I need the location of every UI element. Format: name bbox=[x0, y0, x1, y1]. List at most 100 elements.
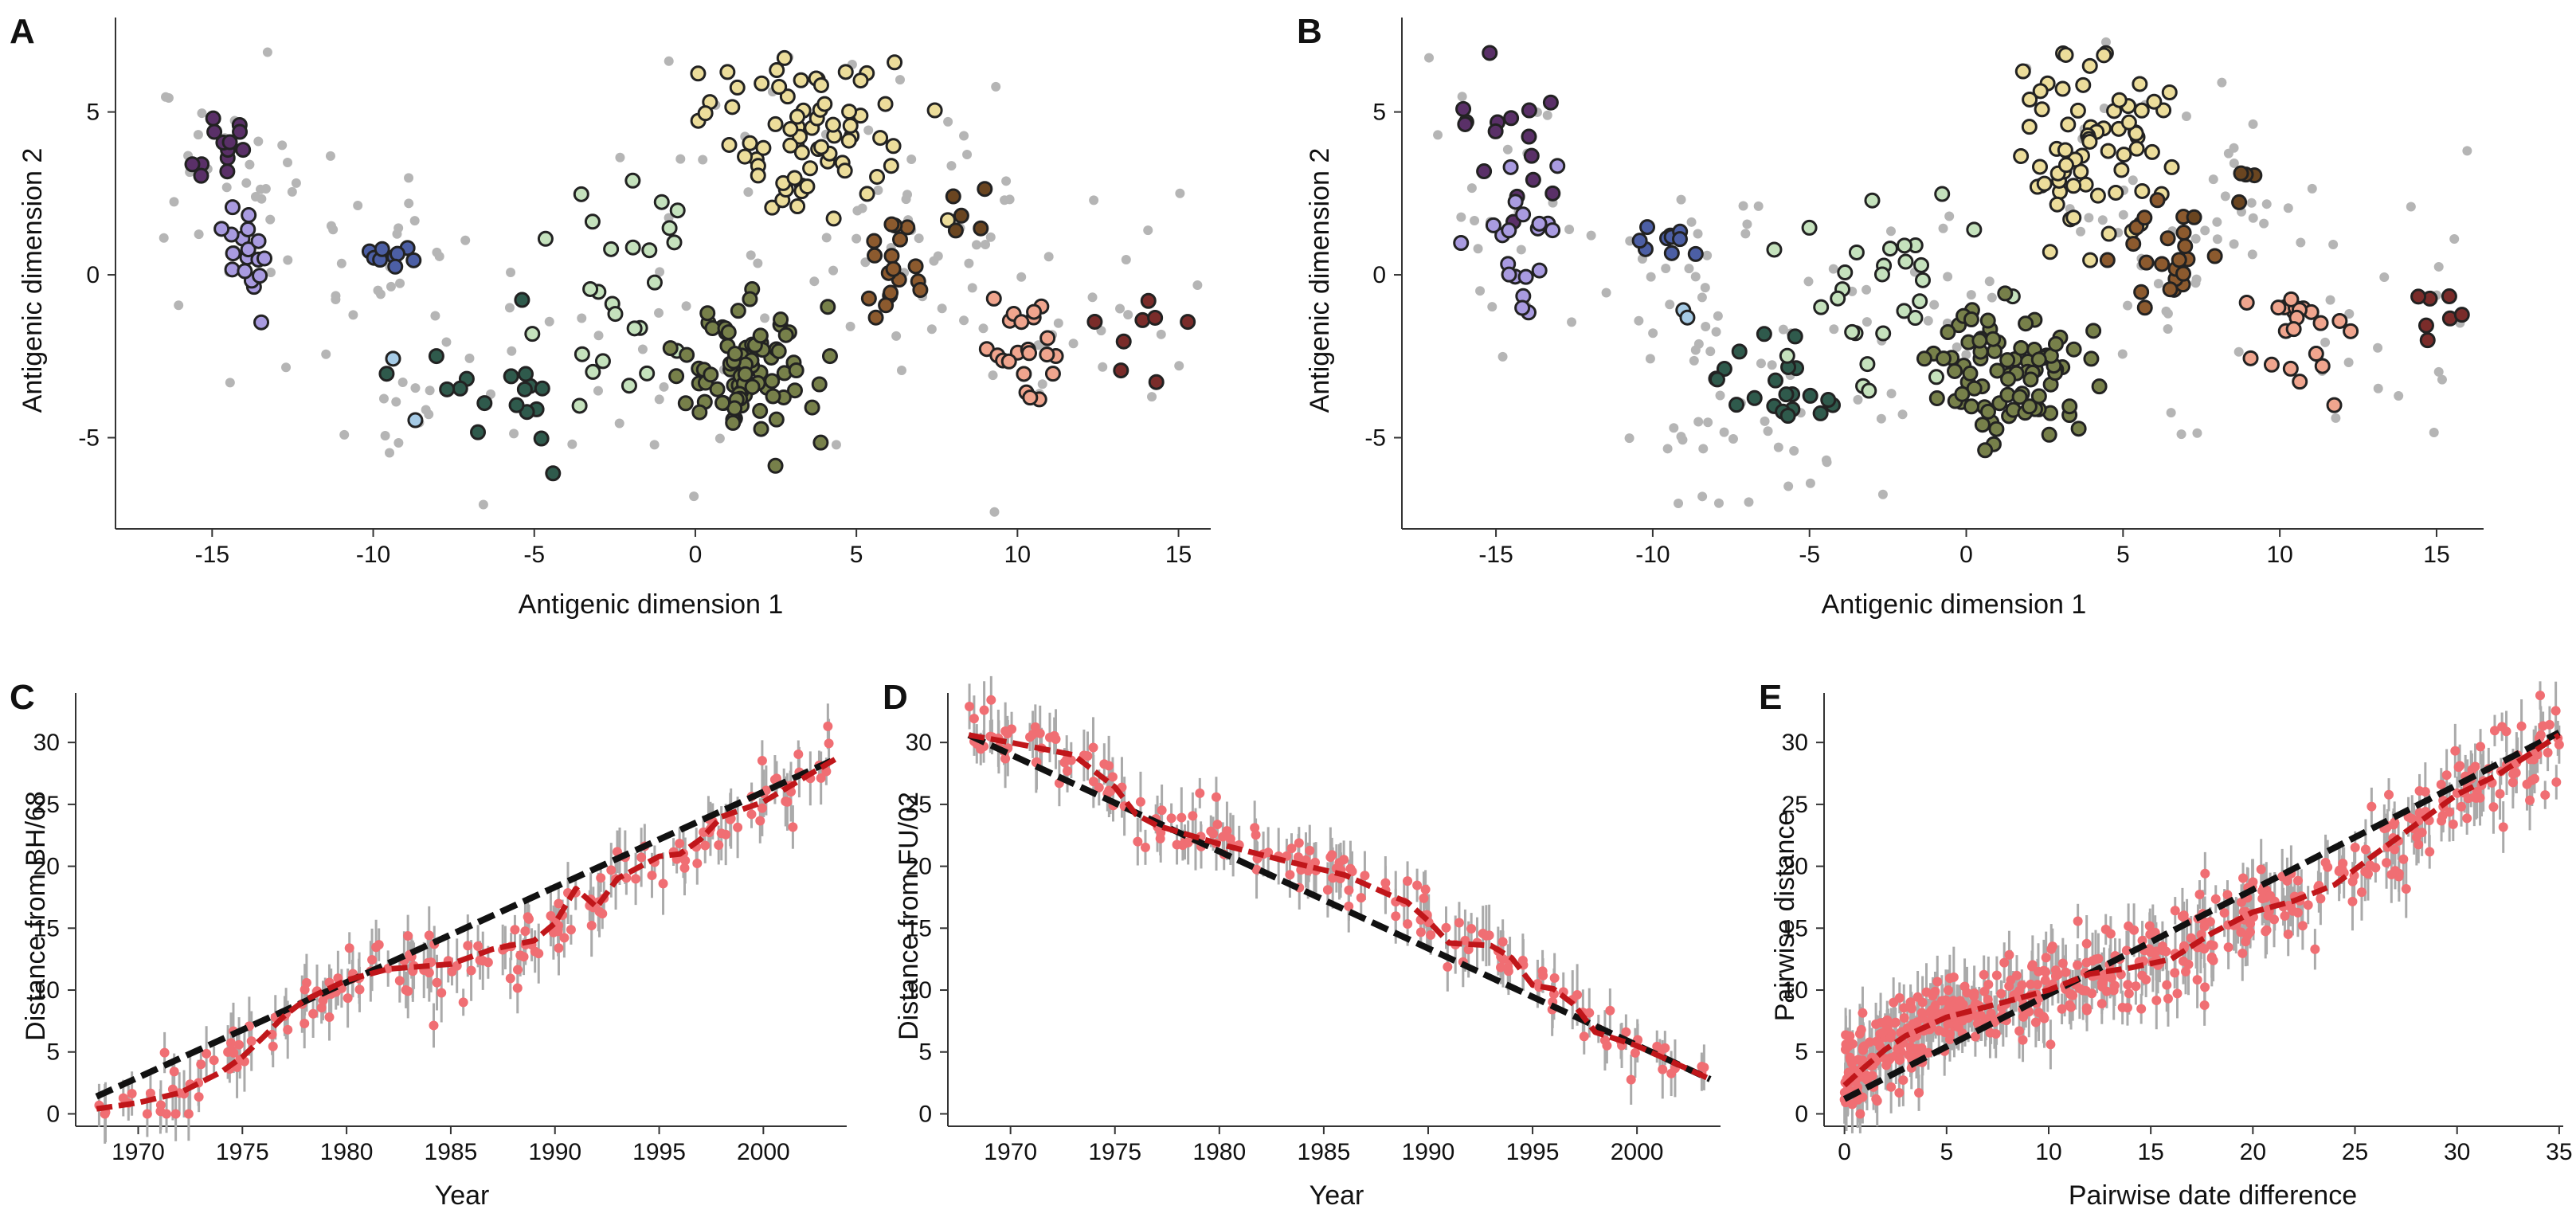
grey-point bbox=[1778, 324, 1788, 335]
panel-c-fit-curve bbox=[96, 756, 838, 1112]
cluster-point bbox=[869, 168, 886, 185]
data-point bbox=[1652, 1041, 1662, 1051]
data-point bbox=[2073, 960, 2083, 970]
data-point bbox=[1206, 826, 1216, 836]
data-point bbox=[1948, 1012, 1958, 1022]
cluster-point bbox=[2175, 265, 2192, 282]
grey-point bbox=[1698, 444, 1709, 454]
grey-point bbox=[1475, 286, 1486, 296]
data-point bbox=[2081, 938, 2092, 949]
cluster-point bbox=[866, 233, 883, 249]
grey-point bbox=[1676, 194, 1686, 205]
cluster-point bbox=[2125, 236, 2142, 252]
grey-point bbox=[1043, 252, 1054, 262]
cluster-point bbox=[789, 198, 806, 215]
cluster-point bbox=[252, 268, 268, 284]
data-point bbox=[1898, 1075, 1909, 1086]
data-point bbox=[606, 865, 617, 875]
data-point bbox=[2144, 921, 2155, 931]
data-point bbox=[1862, 1074, 1872, 1085]
grey-point bbox=[1713, 311, 1723, 321]
cluster-point bbox=[1963, 311, 1979, 328]
cluster-point bbox=[770, 342, 787, 359]
cluster-point bbox=[387, 258, 404, 275]
data-point bbox=[2414, 840, 2424, 850]
grey-point bbox=[926, 324, 937, 335]
data-point bbox=[1983, 994, 1993, 1004]
data-point bbox=[1855, 1109, 1865, 1119]
data-point bbox=[234, 1039, 245, 1050]
data-point bbox=[1496, 962, 1506, 973]
cluster-point bbox=[1928, 389, 1945, 406]
cluster-point bbox=[2116, 147, 2132, 163]
grey-point bbox=[385, 448, 395, 458]
panel-d-trend-line bbox=[967, 732, 1712, 1082]
cluster-point bbox=[820, 299, 836, 315]
data-point bbox=[458, 997, 468, 1008]
panel-a-x-tick-label: 15 bbox=[1165, 542, 1192, 568]
cluster-point bbox=[754, 75, 770, 92]
grey-point bbox=[2325, 295, 2335, 305]
grey-point bbox=[1700, 283, 1710, 293]
grey-point bbox=[1175, 188, 1185, 198]
grey-point bbox=[321, 349, 331, 359]
panel-d-y-axis-label: Distance from FU/02 bbox=[894, 792, 924, 1040]
cluster-point bbox=[452, 380, 468, 397]
cluster-point bbox=[573, 186, 589, 202]
data-point bbox=[1156, 828, 1166, 838]
cluster-point bbox=[2120, 114, 2137, 131]
panel-b-x-tick-label: 15 bbox=[2423, 542, 2449, 568]
data-point bbox=[2105, 929, 2116, 939]
cluster-point bbox=[883, 158, 899, 174]
cluster-point bbox=[378, 366, 395, 382]
grey-point bbox=[873, 185, 883, 195]
data-point bbox=[1028, 730, 1038, 740]
grey-point bbox=[1115, 303, 1126, 314]
data-point bbox=[1970, 1031, 1980, 1042]
grey-point bbox=[1123, 310, 1133, 320]
cluster-point bbox=[872, 130, 889, 147]
data-point bbox=[1415, 927, 1426, 937]
data-point bbox=[714, 840, 724, 850]
cluster-point bbox=[842, 117, 859, 134]
grey-point bbox=[577, 313, 587, 323]
cluster-point bbox=[1485, 217, 1501, 233]
grey-point bbox=[393, 437, 404, 448]
grey-point bbox=[2233, 346, 2244, 357]
panel-a-x-tick-label: 0 bbox=[689, 542, 703, 568]
panel-d-x-tick-label: 1970 bbox=[984, 1139, 1037, 1165]
cluster-point bbox=[2070, 421, 2087, 437]
grey-point bbox=[1690, 272, 1701, 282]
panel-c-y-tick-label: 10 bbox=[33, 977, 60, 1004]
cluster-point bbox=[1954, 386, 1971, 402]
cluster-point bbox=[1026, 303, 1043, 320]
data-point bbox=[1294, 853, 1304, 863]
cluster-point bbox=[2099, 252, 2116, 268]
grey-point bbox=[1542, 110, 1552, 120]
cluster-point bbox=[1848, 244, 1865, 260]
cluster-point bbox=[184, 156, 201, 173]
cluster-point bbox=[241, 207, 257, 224]
data-point bbox=[559, 933, 570, 943]
data-point bbox=[2124, 988, 2134, 999]
data-point bbox=[1871, 1019, 1881, 1029]
grey-point bbox=[1876, 413, 1886, 424]
data-point bbox=[755, 816, 765, 826]
data-point bbox=[318, 996, 328, 1006]
data-point bbox=[1345, 863, 1356, 874]
data-point bbox=[2501, 726, 2511, 737]
data-point bbox=[1979, 969, 1989, 980]
grey-point bbox=[1466, 183, 1477, 194]
grey-point bbox=[1702, 250, 1713, 260]
cluster-point bbox=[2081, 57, 2098, 74]
cluster-point bbox=[213, 221, 230, 237]
cluster-point bbox=[811, 376, 828, 393]
grey-point bbox=[664, 56, 674, 66]
data-point bbox=[2356, 887, 2367, 898]
data-point bbox=[483, 957, 493, 968]
cluster-point bbox=[767, 115, 784, 132]
cluster-point bbox=[1687, 245, 1704, 262]
cluster-point bbox=[428, 348, 444, 365]
panel-c-x-axis-label: Year bbox=[435, 1180, 490, 1211]
data-point bbox=[155, 1100, 166, 1110]
